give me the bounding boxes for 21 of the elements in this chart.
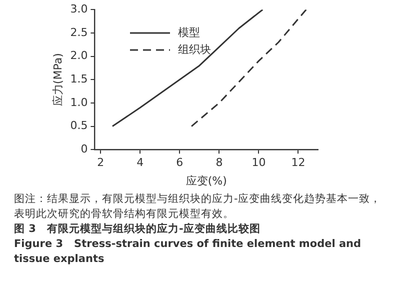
legend-label: 模型 — [178, 25, 200, 40]
y-tick-label: 1.5 — [70, 72, 88, 86]
x-tick-label: 10 — [252, 156, 266, 170]
x-tick-label: 4 — [136, 156, 144, 170]
caption: 图 3 有限元模型与组织块的应力-应变曲线比较图 — [14, 222, 262, 237]
y-tick-label: 0.5 — [70, 119, 88, 132]
x-axis-title: 应变(%) — [186, 174, 227, 188]
x-tick-label: 8 — [216, 156, 223, 170]
y-tick-label: 0 — [80, 142, 88, 156]
text: 图注：结果显示，有限元模型与组织块的应力-应变曲线变化趋势基本一致，表明此次研究的骨软骨结构有限元模型有效。 — [14, 192, 382, 222]
legend-label: 组织块 — [178, 42, 211, 57]
x-tick-label: 6 — [176, 156, 184, 170]
line-series — [190, 10, 307, 128]
y-tick-label: 1.0 — [70, 96, 88, 109]
x-tick-label: 12 — [291, 156, 306, 170]
y-tick-label: 3.0 — [70, 2, 88, 16]
y-tick-label: 2.5 — [70, 26, 88, 39]
y-tick-label: 2.0 — [70, 49, 88, 62]
y-axis-title: 应力(MPa) — [51, 53, 64, 106]
caption: Figure 3 Stress-strain curves of finite element model and tissue explants — [14, 237, 362, 267]
x-tick-label: 2 — [97, 156, 104, 170]
